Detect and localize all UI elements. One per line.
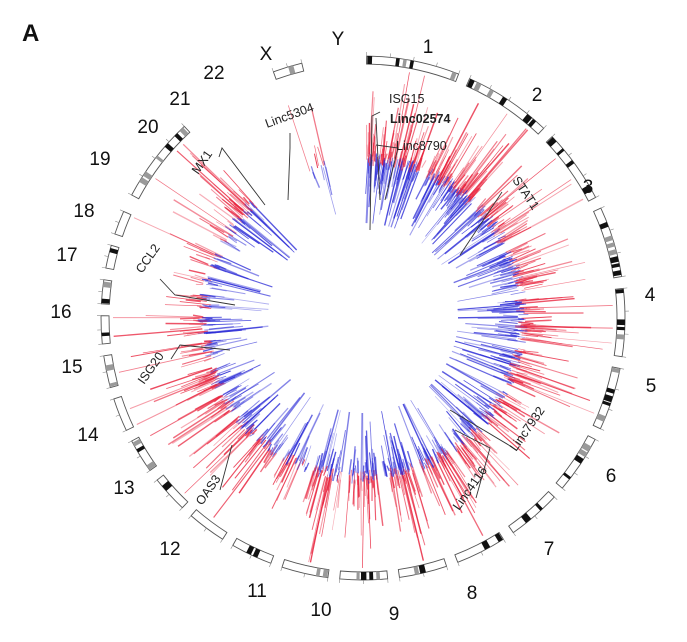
chromosome-label-3: 3: [583, 177, 594, 198]
chromosome-16-ideogram: [128, 437, 156, 473]
chromosome-6-ideogram: [593, 367, 624, 431]
chromosome-14-ideogram: [188, 510, 226, 543]
chromosome-label-8: 8: [467, 583, 478, 604]
chromosome-label-16: 16: [50, 302, 71, 323]
chromosome-label-5: 5: [646, 376, 657, 397]
gene-label-text-isg15: ISG15: [389, 92, 424, 106]
chromosome-12-ideogram: [281, 560, 329, 582]
chromosome-21-ideogram: [102, 244, 119, 269]
chromosome-label-6: 6: [606, 466, 617, 487]
chromosome-label-2: 2: [532, 85, 543, 106]
chromosome-4-ideogram: [594, 206, 626, 277]
chromosome-13-ideogram: [231, 538, 274, 567]
chromosome-label-1: 1: [423, 37, 434, 58]
chromosome-Y-ideogram: [272, 59, 304, 79]
chromosome-label-15: 15: [61, 357, 82, 378]
chromosome-label-21: 21: [169, 89, 190, 110]
chromosome-10-ideogram: [398, 559, 447, 582]
chromosome-label-10: 10: [310, 600, 331, 621]
chromosome-label-9: 9: [389, 604, 400, 625]
chromosome-label-20: 20: [137, 117, 158, 138]
chromosome-8-ideogram: [509, 492, 558, 536]
fold-change-lines: [113, 72, 613, 568]
chromosome-11-ideogram: [339, 571, 388, 584]
chromosome-9-ideogram: [455, 532, 506, 566]
chromosome-5-ideogram: [614, 288, 629, 357]
chromosome-label-4: 4: [645, 285, 656, 306]
chromosome-label-18: 18: [73, 201, 94, 222]
gene-label-text-ccl2: CCL2: [133, 241, 163, 275]
chromosome-label-14: 14: [77, 425, 99, 446]
gene-label-text-linc5304: Linc5304: [263, 100, 316, 131]
gene-label-text-linc8790: Linc8790: [396, 139, 447, 153]
gene-label-oas3: OAS3: [193, 445, 232, 508]
chromosome-label-12: 12: [159, 539, 180, 560]
chromosome-label-X: X: [260, 44, 273, 65]
chromosome-1-ideogram: [367, 52, 461, 81]
gene-label-text-linc02574: Linc02574: [390, 112, 451, 126]
gene-label-text-oas3: OAS3: [193, 472, 224, 507]
panel-letter: A: [22, 20, 39, 48]
chromosome-label-19: 19: [89, 149, 110, 170]
chromosome-label-13: 13: [113, 478, 134, 499]
gene-label-text-linc7932: Linc7932: [507, 404, 548, 454]
chromosome-18-ideogram: [100, 355, 118, 389]
gene-label-text-stat1: STAT1: [510, 174, 542, 213]
chromosome-15-ideogram: [154, 475, 188, 511]
chromosome-label-11: 11: [247, 581, 267, 602]
chromosome-label-22: 22: [203, 63, 224, 84]
chromosome-label-Y: Y: [332, 29, 345, 50]
chromosome-20-ideogram: [97, 279, 111, 304]
chromosome-label-17: 17: [56, 245, 77, 266]
chromosome-19-ideogram: [97, 316, 110, 345]
chromosome-label-7: 7: [544, 539, 555, 560]
chromosome-17-ideogram: [110, 396, 134, 432]
chromosome-7-ideogram: [556, 436, 599, 491]
gene-label-linc5304: Linc5304: [263, 100, 316, 200]
chromosome-22-ideogram: [111, 210, 131, 237]
